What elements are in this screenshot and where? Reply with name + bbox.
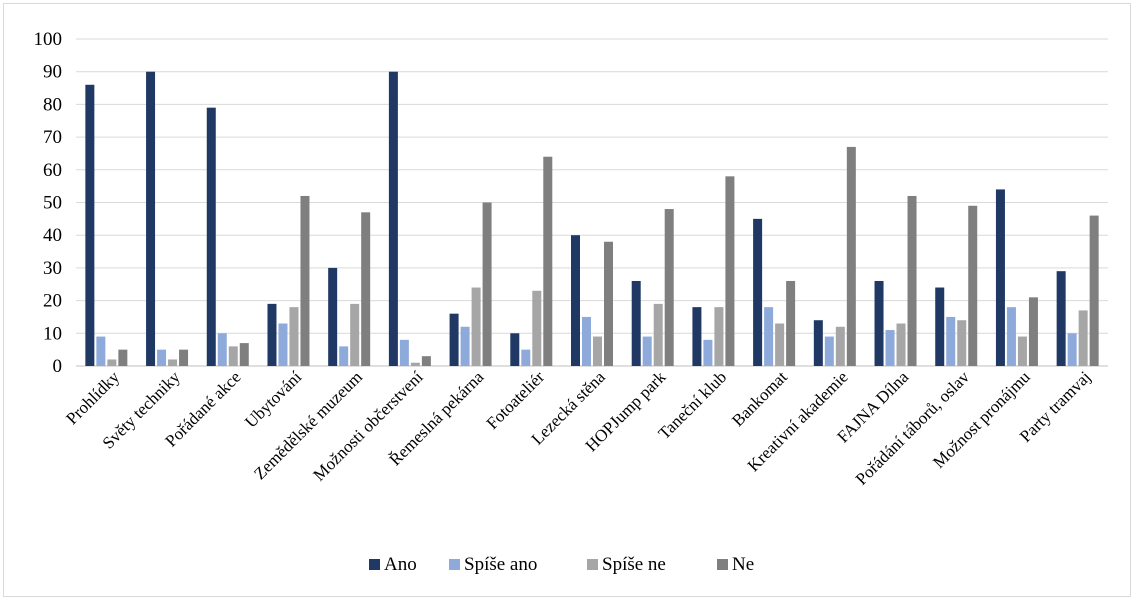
y-tick-label: 30 — [43, 258, 62, 279]
bar-spíše-ne — [107, 359, 117, 366]
bar-spíše-ano — [521, 349, 531, 366]
bar-ne — [543, 156, 553, 366]
bar-ano — [510, 333, 520, 366]
y-tick-label: 70 — [43, 127, 62, 148]
category-label: Pořádání táborů, oslav — [852, 367, 974, 489]
bar-spíše-ne — [835, 326, 845, 366]
bar-spíše-ano — [885, 330, 895, 366]
bar-ano — [571, 235, 580, 366]
bar-ano — [813, 320, 823, 366]
legend-label: Ano — [384, 554, 417, 575]
category-label: Bankomat — [728, 367, 791, 430]
bar-spíše-ne — [350, 303, 360, 366]
bar-spíše-ano — [764, 307, 774, 366]
bar-spíše-ne — [714, 307, 724, 366]
legend-label: Ne — [732, 554, 754, 575]
bar-ne — [300, 195, 310, 366]
bar-spíše-ano — [824, 336, 834, 366]
y-tick-label: 100 — [34, 29, 63, 50]
bar-ne — [786, 280, 796, 366]
bar-ano — [935, 287, 945, 366]
category-label: Ubytování — [241, 367, 305, 431]
bar-ne — [725, 176, 735, 366]
legend: Ano Spíše ano Spíše ne Ne — [369, 554, 754, 575]
bar-ne — [421, 356, 431, 366]
y-tick-label: 10 — [43, 323, 62, 344]
bar-ano — [206, 107, 216, 367]
legend-swatch — [369, 559, 380, 570]
bar-spíše-ne — [289, 307, 299, 366]
bar-spíše-ano — [946, 316, 956, 366]
bar-ne — [179, 349, 189, 366]
bar-ne — [482, 202, 492, 366]
bar-spíše-ano — [278, 323, 288, 366]
y-tick-label: 40 — [43, 225, 62, 246]
bar-ano — [753, 218, 763, 366]
bar-spíše-ne — [896, 323, 906, 366]
bar-ano — [388, 71, 398, 366]
y-tick-label: 90 — [43, 62, 62, 83]
bar-ne — [846, 146, 856, 366]
bar-ne — [361, 212, 371, 366]
bar-ano — [449, 313, 459, 366]
bar-ne — [1028, 297, 1038, 366]
bar-ano — [631, 280, 641, 366]
bar-spíše-ano — [460, 326, 470, 366]
bar-ne — [604, 241, 613, 366]
bar-spíše-ano — [1006, 307, 1016, 366]
bar-spíše-ne — [471, 287, 481, 366]
bar-ano — [874, 280, 884, 366]
legend-swatch — [587, 559, 598, 570]
bar-spíše-ne — [228, 346, 238, 366]
legend-label: Spíše ne — [602, 554, 666, 575]
bar-ne — [118, 349, 128, 366]
bar-spíše-ne — [532, 290, 542, 366]
bar-ano — [85, 84, 95, 366]
bar-spíše-ano — [642, 336, 652, 366]
bar-spíše-ano — [96, 336, 106, 366]
bar-spíše-ne — [168, 359, 178, 366]
y-tick-label: 20 — [43, 291, 62, 312]
bar-spíše-ano — [1067, 333, 1077, 366]
bar-ne — [1089, 215, 1099, 366]
bar-spíše-ne — [957, 320, 967, 366]
bar-ano — [328, 267, 338, 366]
bars — [85, 71, 1099, 367]
category-label: Prohlídky — [62, 367, 123, 428]
bar-ano — [146, 71, 156, 366]
legend-swatch — [449, 559, 460, 570]
bar-spíše-ano — [703, 339, 713, 366]
bar-spíše-ne — [653, 303, 663, 366]
bar-ano — [267, 303, 277, 366]
category-label: Možnosti občerstvení — [309, 367, 426, 484]
y-tick-label: 50 — [43, 193, 62, 214]
bar-spíše-ne — [775, 323, 785, 366]
y-tick-label: 60 — [43, 160, 62, 181]
bar-ne — [907, 195, 917, 366]
y-tick-label: 0 — [53, 356, 63, 377]
bar-spíše-ne — [410, 362, 420, 366]
bar-spíše-ne — [1017, 336, 1027, 366]
bar-spíše-ano — [157, 349, 167, 366]
bar-ano — [995, 189, 1005, 366]
bar-spíše-ano — [399, 339, 409, 366]
legend-label: Spíše ano — [464, 554, 537, 575]
bar-spíše-ano — [217, 333, 227, 366]
bar-ano — [692, 307, 702, 366]
legend-swatch — [717, 559, 728, 570]
bar-ano — [1056, 271, 1066, 366]
bar-spíše-ano — [582, 316, 591, 366]
bar-spíše-ne — [593, 336, 602, 366]
bar-ne — [239, 343, 249, 366]
bar-spíše-ne — [1078, 310, 1088, 366]
bar-spíše-ano — [339, 346, 349, 366]
bar-ne — [664, 209, 674, 366]
bar-ne — [968, 205, 978, 366]
category-label: Zemědělské muzeum — [250, 367, 366, 483]
y-tick-label: 80 — [43, 94, 62, 115]
y-axis: 0 10 20 30 40 50 60 70 80 90 100 — [34, 29, 63, 377]
